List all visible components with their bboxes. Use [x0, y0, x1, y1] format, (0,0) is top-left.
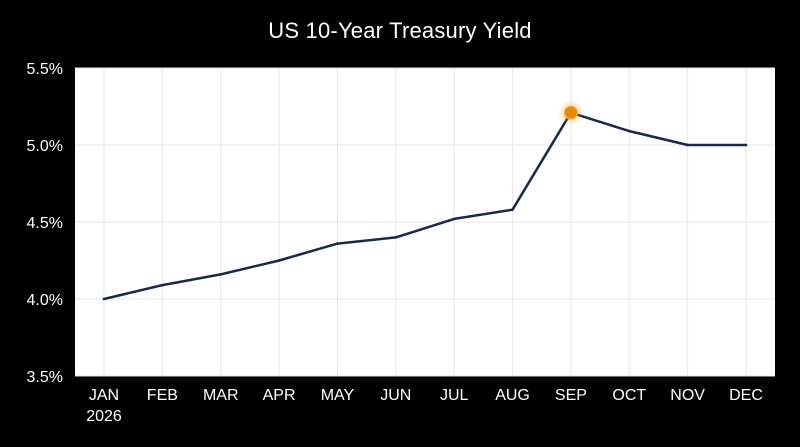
x-tick-label: APR [263, 387, 296, 404]
series-layer [102, 99, 748, 301]
data-point [744, 143, 748, 147]
data-point [277, 259, 281, 262]
x-tick-label: MAR [203, 387, 239, 404]
x-tick-label: OCT [612, 387, 646, 404]
data-point [686, 143, 689, 147]
gridlines [75, 67, 775, 377]
chart-title: US 10-Year Treasury Yield [268, 18, 532, 43]
data-point [336, 242, 339, 245]
data-point [452, 217, 456, 221]
x-tick-label: JAN [89, 387, 119, 404]
data-point [394, 236, 398, 239]
data-point [102, 297, 106, 301]
data-point [627, 129, 631, 133]
x-tick-label: FEB [147, 387, 178, 404]
data-point [511, 208, 514, 211]
x-tick-label: MAY [321, 387, 355, 404]
x-tick-label: AUG [495, 387, 530, 404]
axis-labels: 3.5% 4.0% 4.5% 5.0% 5.5% JAN 2026 FEB MAR APR MAY J… [27, 61, 763, 425]
y-tick-label: 5.5% [27, 61, 63, 78]
highlight-point [563, 105, 578, 120]
data-point [161, 283, 164, 287]
y-tick-label: 4.0% [27, 292, 63, 309]
x-tick-label: NOV [670, 387, 705, 404]
x-tick-label: SEP [555, 387, 587, 404]
y-tick-label: 3.5% [27, 369, 63, 386]
x-tick-sublabel: 2026 [86, 408, 122, 425]
x-tick-label: JUN [380, 387, 411, 404]
y-tick-label: 5.0% [27, 138, 63, 155]
x-tick-label: JUL [440, 387, 469, 404]
y-tick-label: 4.5% [27, 215, 63, 232]
data-point [219, 273, 223, 276]
series-line [102, 111, 748, 301]
x-tick-label: DEC [729, 387, 763, 404]
